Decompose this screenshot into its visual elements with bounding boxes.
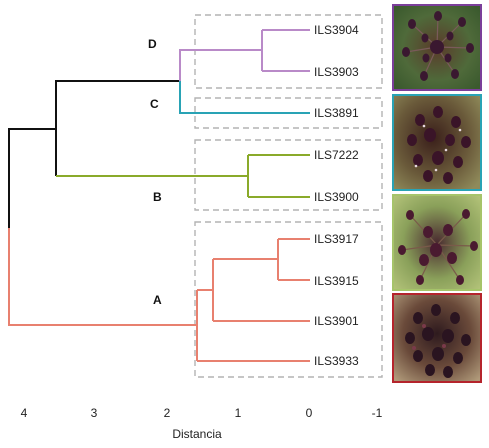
axis-tick-label: 4 — [21, 406, 28, 420]
group-box-B — [194, 139, 383, 211]
leaf-label: ILS3917 — [314, 232, 359, 246]
leaf-label: ILS7222 — [314, 148, 359, 162]
distance-axis: 4 3 2 1 0 -1 Distancia — [21, 406, 383, 441]
axis-tick-label: 0 — [306, 406, 313, 420]
group-letters: D C B A — [148, 37, 162, 307]
group-A-branch — [8, 228, 310, 362]
group-box-A — [194, 221, 383, 378]
group-boxes — [194, 14, 383, 378]
leaf-label: ILS3891 — [314, 106, 359, 120]
axis-title: Distancia — [172, 427, 222, 441]
group-box-C — [194, 97, 383, 129]
group-label-C: C — [150, 97, 159, 111]
group-label-D: D — [148, 37, 157, 51]
leaf-label: ILS3904 — [314, 23, 359, 37]
group-C-branch — [179, 81, 310, 114]
group-label-B: B — [153, 190, 162, 204]
leaf-label: ILS3903 — [314, 65, 359, 79]
dendrogram-branches — [8, 29, 310, 362]
flower-photo-C — [392, 94, 482, 191]
axis-tick-label: 3 — [91, 406, 98, 420]
group-box-D — [194, 14, 383, 89]
leaf-label: ILS3900 — [314, 190, 359, 204]
leaf-label: ILS3901 — [314, 314, 359, 328]
leaf-label: ILS3915 — [314, 274, 359, 288]
axis-tick-label: 2 — [164, 406, 171, 420]
axis-tick-label: 1 — [235, 406, 242, 420]
axis-tick-label: -1 — [372, 406, 383, 420]
flower-photo-B — [392, 194, 482, 291]
group-B-branch — [56, 154, 310, 198]
leaf-label: ILS3933 — [314, 354, 359, 368]
flower-photo-A — [392, 293, 482, 383]
flower-photo-D — [392, 4, 482, 91]
group-D-branch — [179, 29, 310, 81]
leaf-labels: ILS3904 ILS3903 ILS3891 ILS7222 ILS3900 … — [314, 23, 359, 368]
group-label-A: A — [153, 293, 162, 307]
root-branch — [8, 80, 180, 228]
